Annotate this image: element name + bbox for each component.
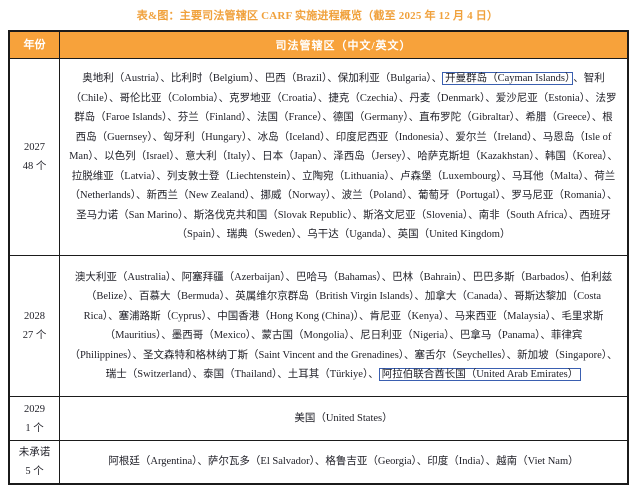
highlight-box-cayman-islands: 开曼群岛（Cayman Islands） bbox=[442, 72, 574, 86]
table-row-2028: 2028 27 个 澳大利亚（Australia）、阿塞拜疆（Azerbaija… bbox=[10, 255, 627, 396]
year-count-uncommitted: 5 个 bbox=[25, 466, 44, 477]
jurisdiction-list-2028: 澳大利亚（Australia）、阿塞拜疆（Azerbaijan）、巴哈马（Bah… bbox=[69, 268, 618, 385]
table-row-uncommitted: 未承诺 5 个 阿根廷（Argentina）、萨尔瓦多（El Salvador）… bbox=[10, 440, 627, 483]
year-count-2029: 1 个 bbox=[25, 422, 44, 434]
table-row-2027: 2027 48 个 奥地利（Austria）、比利时（Belgium）、巴西（B… bbox=[10, 58, 627, 255]
year-label-2029: 2029 bbox=[24, 403, 45, 415]
highlight-box-united-arab-emirates: 阿拉伯联合酋长国（United Arab Emirates） bbox=[378, 368, 582, 381]
year-label-uncommitted: 未承诺 bbox=[18, 447, 51, 458]
table-title: 表&图：主要司法管辖区 CARF 实施进程概览（截至 2025 年 12 月 4… bbox=[136, 10, 499, 22]
jurisdiction-list-2027: 奥地利（Austria）、比利时（Belgium）、巴西（Brazil）、保加利… bbox=[69, 69, 618, 245]
header-jurisdiction-column: 司法管辖区（中文/英文） bbox=[275, 40, 412, 52]
jurisdiction-text-segment: 阿根廷（Argentina）、萨尔瓦多（El Salvador）、格鲁吉亚（Ge… bbox=[108, 456, 579, 468]
jurisdictions-cell-uncommitted: 阿根廷（Argentina）、萨尔瓦多（El Salvador）、格鲁吉亚（Ge… bbox=[60, 441, 627, 483]
table-header-row: 年份 司法管辖区（中文/英文） bbox=[10, 32, 627, 58]
carf-progress-table: 年份 司法管辖区（中文/英文） 2027 48 个 奥地利（Austria）、比… bbox=[8, 30, 629, 485]
jurisdiction-text-segment: 美国（United States） bbox=[294, 412, 393, 424]
year-label-2028: 2028 bbox=[24, 311, 45, 322]
year-cell-2029: 2029 1 个 bbox=[10, 397, 60, 440]
table-row-2029: 2029 1 个 美国（United States） bbox=[10, 396, 627, 440]
year-cell-uncommitted: 未承诺 5 个 bbox=[10, 441, 60, 483]
year-cell-2028: 2028 27 个 bbox=[10, 256, 60, 396]
jurisdiction-text-segment: 澳大利亚（Australia）、阿塞拜疆（Azerbaijan）、巴哈马（Bah… bbox=[69, 271, 618, 381]
jurisdiction-text-segment: 奥地利（Austria）、比利时（Belgium）、巴西（Brazil）、保加利… bbox=[82, 73, 443, 85]
year-count-2027: 48 个 bbox=[22, 161, 47, 172]
header-year-column: 年份 bbox=[10, 32, 60, 58]
jurisdictions-cell-2028: 澳大利亚（Australia）、阿塞拜疆（Azerbaijan）、巴哈马（Bah… bbox=[60, 256, 627, 396]
jurisdiction-list-2029: 美国（United States） bbox=[69, 409, 618, 429]
jurisdiction-text-segment: 、智利（Chile）、哥伦比亚（Colombia）、克罗地亚（Croatia）、… bbox=[69, 73, 618, 241]
year-label-2027: 2027 bbox=[24, 142, 45, 153]
jurisdiction-list-uncommitted: 阿根廷（Argentina）、萨尔瓦多（El Salvador）、格鲁吉亚（Ge… bbox=[69, 452, 618, 472]
jurisdictions-cell-2029: 美国（United States） bbox=[60, 397, 627, 440]
year-cell-2027: 2027 48 个 bbox=[10, 59, 60, 255]
year-count-2028: 27 个 bbox=[22, 330, 47, 341]
jurisdictions-cell-2027: 奥地利（Austria）、比利时（Belgium）、巴西（Brazil）、保加利… bbox=[60, 59, 627, 255]
